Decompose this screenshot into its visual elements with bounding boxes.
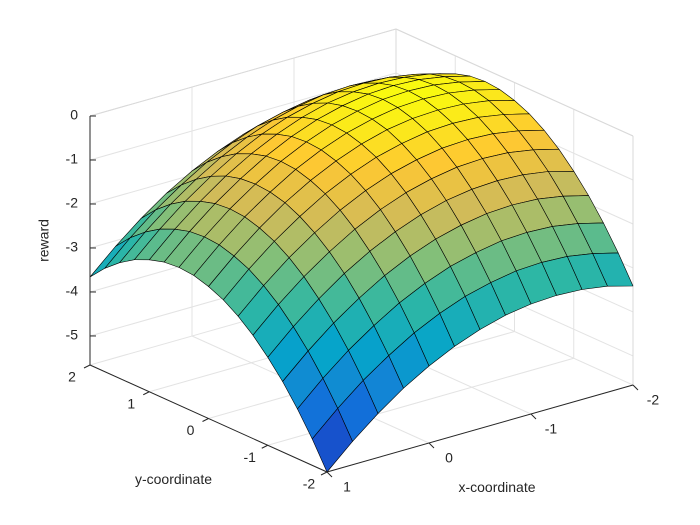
x-tick-label: 1 [343,479,351,495]
x-tick [530,413,537,420]
surface-face [311,408,353,473]
y-tick [143,391,150,396]
y-axis-label: y-coordinate [135,471,212,487]
x-tick [326,471,333,478]
x-tick-label: -2 [647,392,660,408]
y-tick-label: 1 [127,395,135,411]
y-tick [83,364,91,369]
y-tick [261,444,268,449]
y-tick [320,471,328,476]
z-axis-label: reward [36,219,52,262]
z-tick-label: 0 [70,107,78,123]
x-tick-label: 0 [445,450,453,466]
y-tick [202,418,209,422]
box-edge [395,28,634,137]
y-tick-label: 2 [68,369,76,385]
z-tick-label: -4 [66,283,79,299]
y-tick-label: -1 [244,449,257,465]
box-edge [89,28,397,117]
x-tick [428,442,435,449]
z-tick-label: -2 [66,195,79,211]
x-axis-line [326,384,634,473]
y-tick-label: -2 [303,476,316,492]
z-tick-label: -1 [66,151,79,167]
x-axis-label: x-coordinate [458,479,535,495]
x-tick [632,384,639,391]
y-tick-label: 0 [187,422,195,438]
z-tick-label: -3 [66,239,79,255]
x-tick-label: -1 [545,421,558,437]
z-tick-label: -5 [66,327,79,343]
